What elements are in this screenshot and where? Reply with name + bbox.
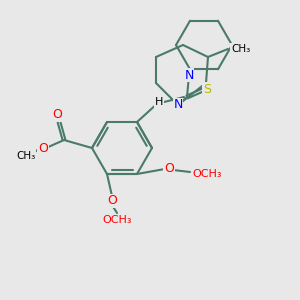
Text: O: O (38, 142, 48, 154)
Text: OCH₃: OCH₃ (192, 169, 221, 179)
Text: N: N (184, 68, 194, 82)
Text: S: S (203, 82, 211, 95)
Text: H: H (155, 97, 163, 107)
Text: CH₃: CH₃ (16, 151, 36, 161)
Text: O: O (52, 109, 62, 122)
Text: OCH₃: OCH₃ (102, 215, 132, 225)
Text: O: O (164, 163, 174, 176)
Text: O: O (107, 194, 117, 208)
Text: CH₃: CH₃ (231, 44, 250, 54)
Text: N: N (173, 98, 183, 112)
